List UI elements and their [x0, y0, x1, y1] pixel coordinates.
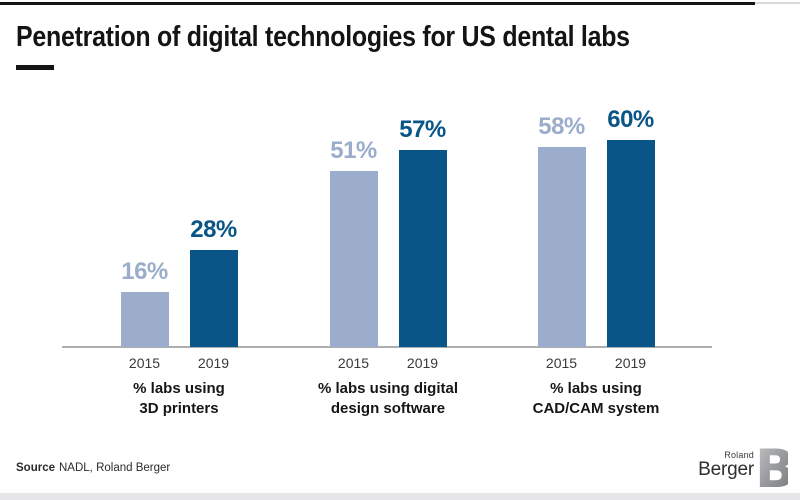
roland-berger-logo: Roland Berger B [698, 447, 788, 488]
top-rule [0, 2, 755, 5]
group-label-line: CAD/CAM system [532, 400, 660, 417]
year-axis-label: 2015 [337, 355, 370, 371]
source-text: NADL, Roland Berger [59, 462, 171, 474]
source-note: Source NADL, Roland Berger [16, 462, 170, 474]
x-axis-line [62, 346, 712, 348]
bottom-edge-strip [0, 493, 800, 500]
group-label-line: 3D printers [139, 400, 219, 417]
bar-value-label: 51% [330, 137, 377, 164]
bar-value-label: 60% [607, 106, 654, 133]
bar-value-label: 57% [399, 116, 446, 143]
page-title: Penetration of digital technologies for … [16, 21, 630, 53]
bar-2019-group-3 [606, 140, 655, 347]
year-axis-label: 2015 [545, 355, 578, 371]
source-label: Source [16, 462, 55, 474]
group-label-line: % labs using [550, 380, 642, 397]
logo-wordmark: Roland Berger [698, 447, 754, 480]
bar-2015-group-3 [537, 147, 586, 347]
logo-b-icon: B [757, 447, 788, 488]
year-axis-label: 2015 [128, 355, 161, 371]
group-label: % labs using digital design software [273, 379, 503, 419]
logo-roland-text: Roland [724, 450, 754, 460]
year-axis-label: 2019 [197, 355, 230, 371]
bar-value-label: 58% [538, 113, 585, 140]
group-label-line: design software [330, 400, 446, 417]
svg-text:B: B [757, 447, 788, 488]
logo-berger-text: Berger [698, 459, 754, 480]
bar-2019-group-2 [398, 150, 447, 347]
bar-2015-group-1 [120, 292, 169, 347]
bar-2015-group-2 [329, 171, 378, 347]
group-label: % labs using CAD/CAM system [481, 379, 711, 419]
year-axis-label: 2019 [406, 355, 439, 371]
bar-value-label: 28% [190, 216, 237, 243]
title-dash [16, 65, 54, 70]
top-rule-light [755, 2, 800, 4]
year-axis-label: 2019 [614, 355, 647, 371]
group-label-line: % labs using digital [317, 380, 459, 397]
group-label: % labs using 3D printers [64, 379, 294, 419]
bar-2019-group-1 [189, 250, 238, 347]
bar-value-label: 16% [121, 258, 168, 285]
group-label-line: % labs using [133, 380, 225, 397]
